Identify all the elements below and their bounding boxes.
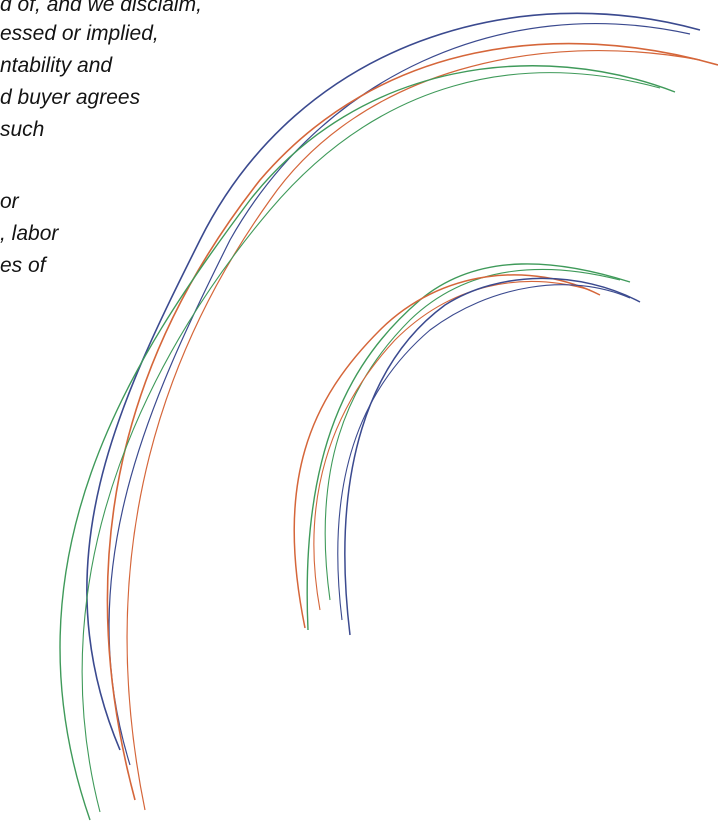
text-line-3: ntability and xyxy=(0,54,113,77)
large-swoosh-blue-inner xyxy=(108,22,691,766)
small-swoosh-blue-inner xyxy=(337,284,631,621)
text-line-7: , labor xyxy=(0,222,59,245)
small-swoosh-green-inner xyxy=(324,268,621,601)
text-line-2: essed or implied, xyxy=(0,22,159,45)
small-swoosh-green-outer xyxy=(306,263,631,631)
large-swoosh-group xyxy=(59,12,718,821)
small-swoosh-orange-inner xyxy=(313,281,591,611)
large-swoosh-orange-outer xyxy=(106,42,718,801)
text-line-8: es of xyxy=(0,254,46,277)
small-swoosh-group xyxy=(293,263,641,636)
text-line-6: or xyxy=(0,190,19,213)
text-line-4: d buyer agrees xyxy=(0,86,141,109)
large-swoosh-green-inner xyxy=(81,72,661,813)
small-swoosh-orange-outer xyxy=(293,274,601,629)
text-line-5: such xyxy=(0,118,45,141)
text-line-1: d of, and we disclaim, xyxy=(0,0,202,16)
large-swoosh-green-outer xyxy=(59,65,676,821)
large-swoosh-orange-inner xyxy=(126,49,701,811)
small-swoosh-blue-outer xyxy=(344,277,641,636)
large-swoosh-blue-outer xyxy=(86,12,701,751)
